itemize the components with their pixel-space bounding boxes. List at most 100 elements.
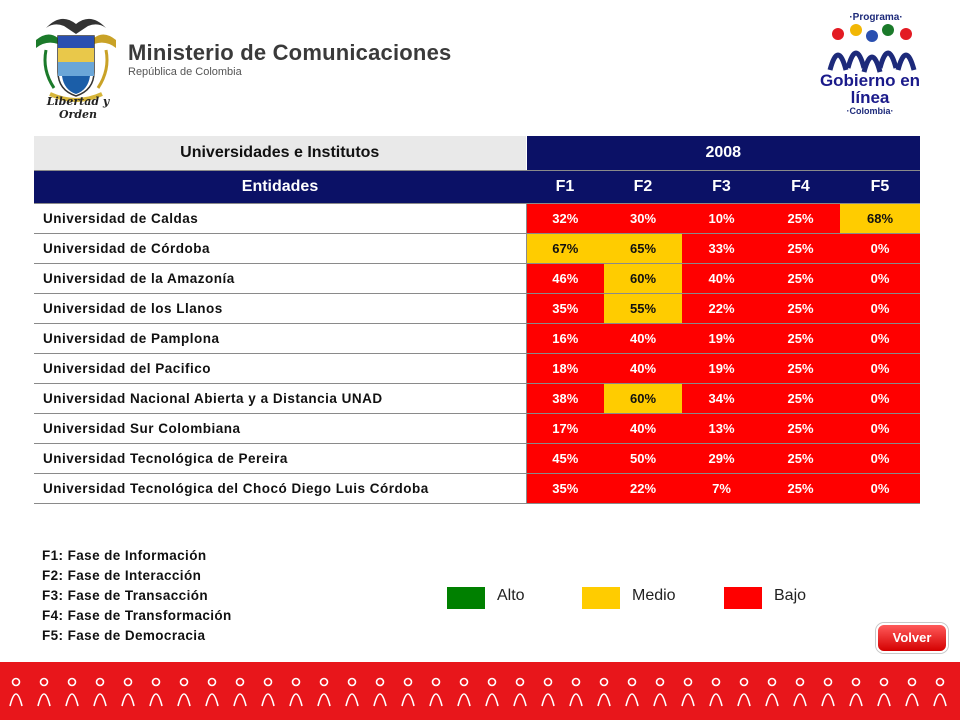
person-glyph-decoration xyxy=(597,677,611,707)
person-glyph-decoration xyxy=(793,677,807,707)
ministry-subtitle: República de Colombia xyxy=(128,66,242,78)
value-cell-f5: 0% xyxy=(840,383,920,414)
person-glyph-decoration xyxy=(289,677,303,707)
value-cell-f3: 33% xyxy=(682,233,761,264)
value-cell-f1: 35% xyxy=(526,473,604,504)
value-cell-f4: 25% xyxy=(761,293,840,324)
legend-label-bajo: Bajo xyxy=(774,587,807,604)
program-country: ·Colombia· xyxy=(846,106,894,116)
phase-f5: F5: Fase de Democracia xyxy=(42,628,206,643)
person-glyph-decoration xyxy=(541,677,555,707)
value-cell-f3: 19% xyxy=(682,323,761,354)
person-glyph-decoration xyxy=(401,677,415,707)
value-cell-f4: 25% xyxy=(761,473,840,504)
value-cell-f3: 34% xyxy=(682,383,761,414)
person-glyph-decoration xyxy=(513,677,527,707)
person-glyph-decoration xyxy=(933,677,947,707)
person-glyph-decoration xyxy=(345,677,359,707)
person-glyph-decoration xyxy=(905,677,919,707)
table-row: Universidad Sur Colombiana 17% 40% 13% 25% 0% xyxy=(34,413,920,444)
entity-name-cell: Universidad Sur Colombiana xyxy=(34,413,527,444)
table-row: Universidad Tecnológica de Pereira 45% 50%… xyxy=(34,443,920,474)
value-cell-f2: 60% xyxy=(604,383,682,414)
legend-label-medio: Medio xyxy=(632,587,676,604)
phase-f4: F4: Fase de Transformación xyxy=(42,608,232,623)
value-cell-f3: 19% xyxy=(682,353,761,384)
table-row: Universidad de Córdoba 67% 65% 33% 25% 0% xyxy=(34,233,920,264)
person-glyph-decoration xyxy=(849,677,863,707)
table-header-row-2: Entidades F1 F2 F3 F4 F5 xyxy=(34,170,920,204)
person-glyph-decoration xyxy=(765,677,779,707)
universities-table: Universidades e Institutos 2008 Entidade… xyxy=(34,136,920,504)
people-pattern-decoration xyxy=(9,677,947,707)
entity-name-cell: Universidad de Pamplona xyxy=(34,323,527,354)
table-row: Universidad del Pacifico 18% 40% 19% 25% 0% xyxy=(34,353,920,384)
column-header-f2: F2 xyxy=(604,170,682,204)
entity-name-cell: Universidad de los Llanos xyxy=(34,293,527,324)
person-glyph-decoration xyxy=(569,677,583,707)
page-header: Libertad y Orden Ministerio de Comunicac… xyxy=(0,0,960,130)
value-cell-f1: 38% xyxy=(526,383,604,414)
legend-swatch-alto xyxy=(447,587,485,609)
person-glyph-decoration xyxy=(93,677,107,707)
value-cell-f2: 55% xyxy=(604,293,682,324)
legend-swatch-bajo xyxy=(724,587,762,609)
coat-of-arms-logo xyxy=(36,18,116,102)
person-glyph-decoration xyxy=(737,677,751,707)
entity-name-cell: Universidad del Pacifico xyxy=(34,353,527,384)
entity-name-cell: Universidad de Córdoba xyxy=(34,233,527,264)
person-glyph-decoration xyxy=(373,677,387,707)
value-cell-f3: 7% xyxy=(682,473,761,504)
legend-swatch-medio xyxy=(582,587,620,609)
value-cell-f5: 0% xyxy=(840,323,920,354)
value-cell-f4: 25% xyxy=(761,443,840,474)
person-glyph-decoration xyxy=(877,677,891,707)
table-row: Universidad de los Llanos 35% 55% 22% 25% 0% xyxy=(34,293,920,324)
value-cell-f1: 32% xyxy=(526,203,604,234)
value-cell-f4: 25% xyxy=(761,383,840,414)
person-glyph-decoration xyxy=(261,677,275,707)
value-cell-f2: 40% xyxy=(604,413,682,444)
value-cell-f4: 25% xyxy=(761,203,840,234)
table-row: Universidad Nacional Abierta y a Distanc… xyxy=(34,383,920,414)
person-glyph-decoration xyxy=(205,677,219,707)
person-glyph-decoration xyxy=(821,677,835,707)
value-cell-f2: 40% xyxy=(604,323,682,354)
value-cell-f3: 10% xyxy=(682,203,761,234)
value-cell-f2: 60% xyxy=(604,263,682,294)
value-cell-f5: 0% xyxy=(840,293,920,324)
value-cell-f1: 45% xyxy=(526,443,604,474)
value-cell-f4: 25% xyxy=(761,323,840,354)
value-cell-f2: 30% xyxy=(604,203,682,234)
value-cell-f5: 0% xyxy=(840,233,920,264)
entity-name-cell: Universidad de Caldas xyxy=(34,203,527,234)
entity-name-cell: Universidad de la Amazonía xyxy=(34,263,527,294)
table-header-row-1: Universidades e Institutos 2008 xyxy=(34,136,920,171)
table-body: Universidad de Caldas 32% 30% 10% 25% 68% Univ… xyxy=(34,203,920,504)
person-glyph-decoration xyxy=(149,677,163,707)
value-cell-f1: 67% xyxy=(526,233,604,264)
entity-name-cell: Universidad Nacional Abierta y a Distanc… xyxy=(34,383,527,414)
value-cell-f1: 35% xyxy=(526,293,604,324)
legend-label-alto: Alto xyxy=(497,587,525,604)
value-cell-f5: 0% xyxy=(840,353,920,384)
program-title: Gobierno en línea xyxy=(819,71,921,107)
person-glyph-decoration xyxy=(37,677,51,707)
value-cell-f5: 0% xyxy=(840,413,920,444)
value-cell-f4: 25% xyxy=(761,413,840,444)
person-glyph-decoration xyxy=(177,677,191,707)
value-cell-f1: 17% xyxy=(526,413,604,444)
value-cell-f4: 25% xyxy=(761,353,840,384)
value-cell-f1: 18% xyxy=(526,353,604,384)
value-cell-f5: 68% xyxy=(840,203,920,234)
value-cell-f3: 29% xyxy=(682,443,761,474)
value-cell-f1: 46% xyxy=(526,263,604,294)
volver-button[interactable]: Volver xyxy=(876,623,948,653)
year-header: 2008 xyxy=(526,136,920,171)
person-glyph-decoration xyxy=(625,677,639,707)
entity-name-cell: Universidad Tecnológica de Pereira xyxy=(34,443,527,474)
value-cell-f4: 25% xyxy=(761,263,840,294)
value-cell-f5: 0% xyxy=(840,443,920,474)
crest-motto: Libertad y Orden xyxy=(46,95,110,121)
value-cell-f2: 22% xyxy=(604,473,682,504)
